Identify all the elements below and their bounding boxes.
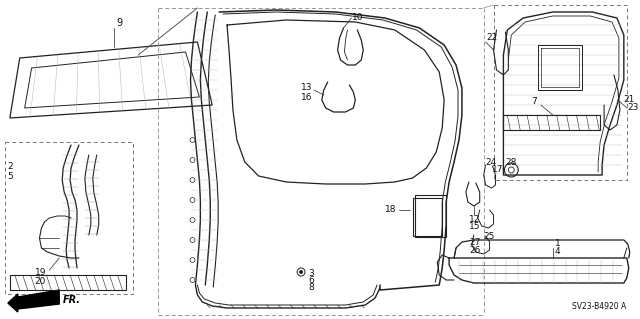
Bar [415, 195, 446, 237]
Text: 12: 12 [469, 215, 480, 224]
Text: 6: 6 [308, 276, 314, 285]
Text: 20: 20 [35, 277, 46, 286]
Polygon shape [8, 294, 18, 312]
Text: 17: 17 [492, 165, 503, 174]
Text: 1: 1 [555, 239, 561, 248]
Circle shape [299, 270, 303, 274]
Text: 22: 22 [486, 33, 498, 42]
Text: 21: 21 [624, 95, 636, 105]
Text: 10: 10 [353, 13, 364, 23]
Text: 24: 24 [486, 158, 497, 167]
Text: 4: 4 [555, 247, 561, 256]
Bar [5, 142, 133, 294]
Text: 26: 26 [470, 246, 481, 255]
Text: 23: 23 [628, 103, 639, 113]
Text: 13: 13 [301, 84, 312, 93]
Text: 2: 2 [7, 162, 13, 171]
Text: 15: 15 [469, 222, 481, 231]
Text: 27: 27 [470, 238, 481, 247]
Text: 19: 19 [35, 268, 46, 277]
Text: 7: 7 [531, 98, 537, 107]
Text: 18: 18 [385, 205, 396, 214]
Text: 3: 3 [308, 269, 314, 278]
Text: 5: 5 [7, 172, 13, 181]
Text: FR.: FR. [63, 295, 81, 305]
Text: 9: 9 [116, 18, 123, 28]
Text: 28: 28 [506, 158, 517, 167]
Bar [413, 198, 442, 236]
Text: SV23-B4920 A: SV23-B4920 A [572, 302, 626, 311]
Bar [493, 5, 627, 180]
Polygon shape [18, 290, 60, 309]
Text: 16: 16 [301, 93, 312, 101]
Text: 25: 25 [484, 232, 495, 241]
Text: 8: 8 [308, 283, 314, 292]
